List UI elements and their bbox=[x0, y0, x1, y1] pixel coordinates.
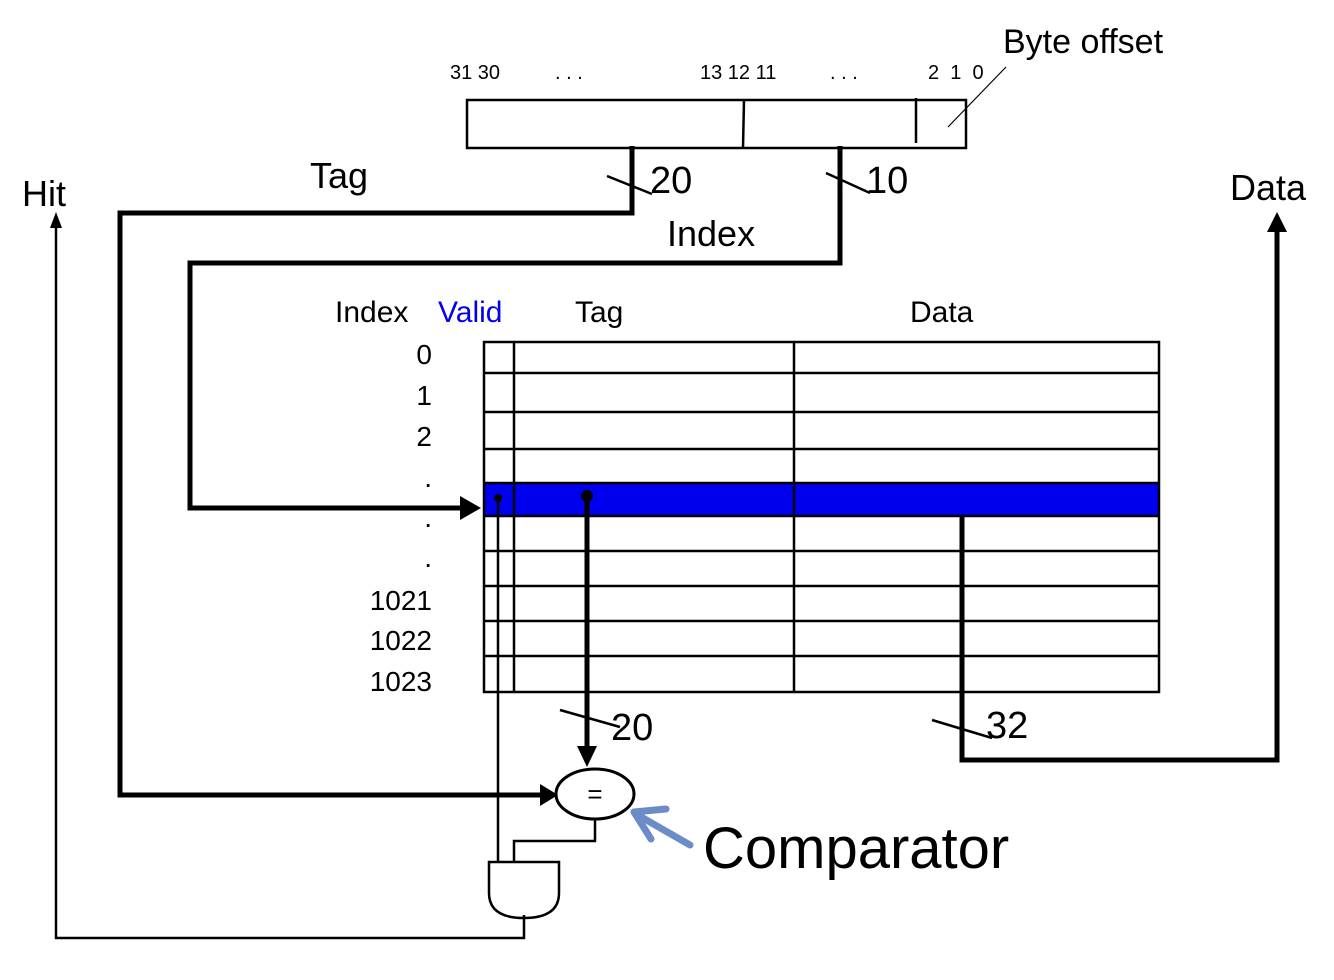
comparator-symbol: = bbox=[587, 779, 602, 809]
bit-label-mid: 13 12 11 bbox=[700, 62, 776, 84]
data-width-label: 32 bbox=[986, 705, 1028, 747]
index-wire-arrow-icon bbox=[460, 496, 481, 520]
tag-wire-label: Tag bbox=[310, 155, 368, 196]
tag-read-arrow-icon bbox=[577, 746, 597, 767]
address-register: 31 30 . . . 13 12 11 . . . 2 1 0 Byte of… bbox=[450, 23, 1164, 150]
header-data: Data bbox=[910, 296, 974, 329]
tag-read-bus-slash bbox=[559, 708, 621, 729]
row-label: 1023 bbox=[370, 666, 432, 697]
bit-dots-right: . . . bbox=[830, 62, 858, 84]
row-label: 2 bbox=[416, 421, 432, 452]
header-index: Index bbox=[335, 296, 408, 329]
bit-label-right: 2 1 0 bbox=[928, 62, 984, 84]
byte-offset-label: Byte offset bbox=[1003, 23, 1164, 61]
hit-arrow-icon bbox=[50, 212, 62, 228]
cache-table bbox=[482, 340, 1161, 694]
hit-wire bbox=[54, 225, 526, 940]
byte-offset-pointer bbox=[947, 66, 1007, 128]
hit-label: Hit bbox=[22, 173, 66, 214]
data-bus-slash bbox=[931, 718, 993, 740]
header-tag: Tag bbox=[575, 296, 623, 329]
selected-row-highlight bbox=[484, 483, 1159, 516]
row-label: 1022 bbox=[370, 625, 432, 656]
index-wire-label: Index bbox=[667, 213, 755, 254]
index-width-label: 10 bbox=[866, 160, 908, 202]
row-label: . bbox=[424, 502, 432, 533]
comparator-callout-arrow-icon bbox=[630, 805, 694, 849]
comparator-output-wire bbox=[512, 819, 597, 862]
row-label: . bbox=[424, 462, 432, 493]
data-output-label: Data bbox=[1230, 167, 1307, 208]
index-wire bbox=[187, 146, 843, 511]
tag-bus-slash bbox=[606, 174, 653, 196]
bit-label-left: 31 30 bbox=[450, 62, 500, 84]
and-gate bbox=[487, 860, 561, 920]
address-box bbox=[465, 98, 968, 150]
bit-dots-left: . . . bbox=[555, 62, 583, 84]
data-arrow-icon bbox=[1267, 212, 1287, 232]
row-label: . bbox=[424, 542, 432, 573]
row-label: 1021 bbox=[370, 585, 432, 616]
header-valid: Valid bbox=[438, 296, 502, 329]
row-label: 0 bbox=[416, 339, 432, 370]
tag-wire-arrow-icon bbox=[540, 784, 558, 806]
tag-width-label: 20 bbox=[650, 160, 692, 202]
data-wire bbox=[959, 228, 1280, 763]
index-bus-slash bbox=[825, 171, 871, 195]
tag-wire bbox=[117, 146, 635, 798]
tag-read-width-label: 20 bbox=[611, 707, 653, 749]
row-label: 1 bbox=[416, 380, 432, 411]
tag-index-divider bbox=[741, 99, 746, 149]
row-labels: 0 1 2 . . . 1021 1022 1023 bbox=[370, 339, 432, 697]
comparator-label: Comparator bbox=[703, 816, 1009, 881]
